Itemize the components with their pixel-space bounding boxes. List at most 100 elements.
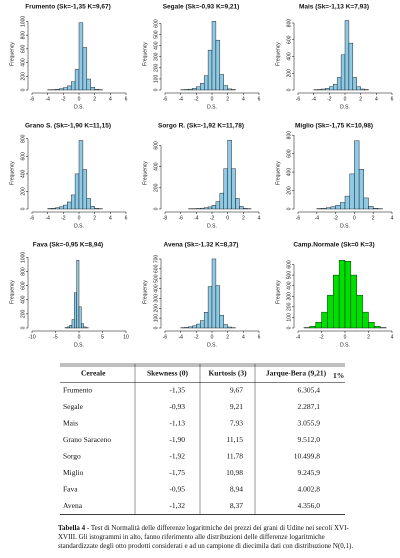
y-axis-label: Frequency — [275, 42, 281, 66]
row-label: Mais — [63, 418, 78, 427]
y-tick-label: 0 — [153, 207, 159, 210]
bar — [83, 326, 87, 329]
x-tick-label: 2 — [93, 215, 96, 221]
y-tick-label: 600 — [153, 19, 159, 28]
x-tick-label: 2 — [242, 215, 245, 221]
y-tick-label: 600 — [153, 141, 159, 150]
y-tick-label: 600 — [153, 264, 159, 273]
y-tick-label: 200 — [286, 186, 292, 195]
y-tick-label: 600 — [286, 35, 292, 44]
cell: -0,93 — [169, 402, 185, 411]
bar — [363, 197, 369, 210]
chart-title: Frumento (Sk=-1,35 K=9,67) — [25, 4, 111, 11]
cell: -1,90 — [169, 435, 185, 444]
bar — [78, 140, 84, 210]
x-tick-label: 2 — [372, 215, 375, 221]
y-tick-label: 300 — [286, 292, 292, 301]
bar — [70, 194, 76, 210]
cell: 2.287,1 — [298, 402, 321, 411]
y-tick-label: 100 — [153, 75, 159, 84]
cell: 11,15 — [226, 435, 243, 444]
y-tick-label: 600 — [20, 44, 26, 53]
bar — [374, 326, 381, 329]
bar — [239, 206, 244, 210]
x-tick-label: 2 — [226, 334, 229, 340]
bar — [196, 208, 201, 210]
bar — [350, 274, 357, 329]
cell: 3.055,9 — [298, 418, 321, 427]
bar — [78, 22, 84, 91]
bar — [67, 85, 72, 91]
bar — [196, 86, 201, 91]
y-axis-label: Frequency — [9, 161, 15, 185]
y-tick-label: 600 — [286, 149, 292, 158]
x-tick-label: 0 — [353, 215, 356, 221]
y-tick-label: 200 — [286, 69, 292, 78]
x-tick-label: -5 — [53, 334, 58, 340]
x-tick-label: 6 — [125, 96, 128, 102]
column-header: Cereale — [81, 369, 106, 378]
cell: 9.245,9 — [298, 468, 321, 477]
x-tick-label: -2 — [333, 215, 338, 221]
bar — [227, 326, 232, 329]
y-tick-label: 0 — [286, 88, 292, 91]
bar — [344, 195, 350, 210]
x-tick-label: -6 — [163, 96, 168, 102]
bar — [321, 208, 327, 210]
column-header: Skewness (0) — [147, 369, 189, 378]
x-tick-label: 0 — [344, 96, 347, 102]
cell: 9,67 — [230, 385, 243, 394]
x-tick-label: -2 — [327, 96, 332, 102]
cell: 9.512,0 — [298, 435, 321, 444]
column-header: Jarque-Bera (9,21) — [266, 369, 327, 378]
y-tick-label: 400 — [153, 41, 159, 50]
bar — [330, 206, 336, 210]
y-tick-label: 600 — [20, 152, 26, 161]
bar — [344, 20, 350, 91]
x-tick-label: -4 — [311, 96, 316, 102]
bar — [219, 192, 224, 210]
bar — [223, 324, 228, 329]
y-tick-label: 1000 — [20, 252, 26, 263]
cell: 4.002,8 — [298, 484, 321, 493]
x-tick-label: 2 — [367, 334, 370, 340]
x-tick-label: -4 — [178, 96, 183, 102]
x-tick-label: -2 — [61, 96, 66, 102]
bar — [335, 205, 341, 210]
y-tick-label: 400 — [286, 281, 292, 290]
bar — [223, 85, 228, 91]
chart-title: Miglio (Sk=-1,75 K=10,98) — [295, 123, 373, 130]
bar — [227, 139, 232, 210]
bar — [327, 294, 334, 329]
x-tick-label: -2 — [61, 215, 66, 221]
y-tick-label: 500 — [153, 30, 159, 39]
bar — [368, 206, 374, 210]
bar — [200, 207, 205, 210]
cell: 8,37 — [230, 501, 243, 510]
x-tick-label: 0 — [226, 215, 229, 221]
y-tick-label: 200 — [20, 309, 26, 318]
bar — [200, 320, 205, 329]
bar — [203, 75, 209, 91]
cell: -1,35 — [169, 385, 185, 394]
x-tick-label: -4 — [178, 334, 183, 340]
y-tick-label: 400 — [20, 169, 26, 178]
x-axis-label: D.S. — [207, 223, 217, 229]
y-tick-label: 800 — [286, 131, 292, 140]
bar — [94, 208, 99, 210]
bar — [211, 21, 217, 91]
x-axis-label: D.S. — [74, 223, 84, 229]
bar — [215, 285, 221, 329]
x-tick-label: -10 — [28, 334, 35, 340]
bar — [203, 312, 209, 329]
x-tick-label: 5 — [101, 334, 104, 340]
bar — [63, 87, 68, 91]
y-tick-label: 200 — [20, 187, 26, 196]
y-tick-label: 0 — [286, 207, 292, 210]
chart-title: Segale (Sk=-0,93 K=9,21) — [163, 4, 240, 11]
bar — [211, 258, 217, 329]
x-tick-label: 4 — [258, 215, 261, 221]
x-tick-label: 0 — [78, 96, 81, 102]
bar — [90, 206, 95, 210]
bar — [227, 88, 232, 91]
